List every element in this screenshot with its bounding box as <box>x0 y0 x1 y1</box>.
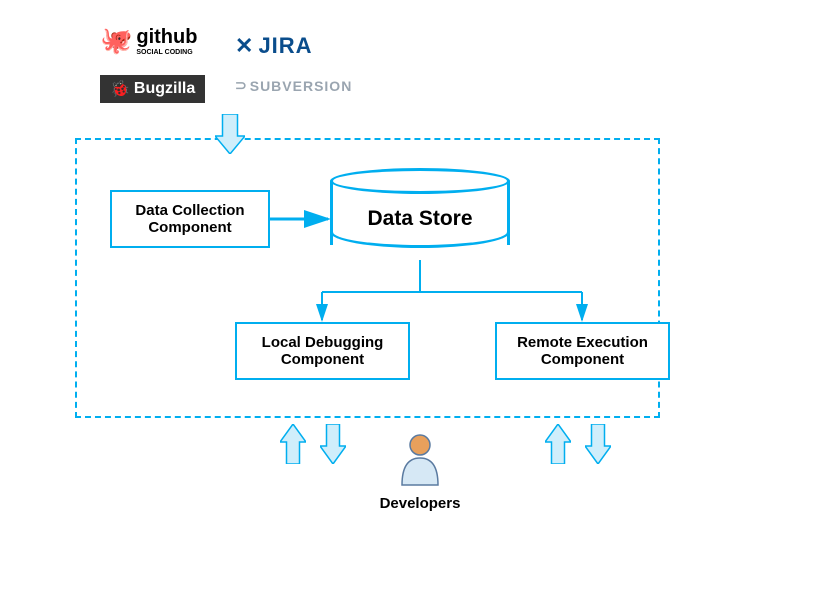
remote-execution-node: Remote ExecutionComponent <box>495 322 670 380</box>
developers-label: Developers <box>360 495 480 512</box>
jira-text: JIRA <box>258 33 312 59</box>
remote_up-arrow <box>545 424 571 464</box>
data-collection-label: Data CollectionComponent <box>135 202 244 236</box>
remote_down-arrow <box>585 424 611 464</box>
data-store-label: Data Store <box>330 207 510 231</box>
subversion-logo: ⊃SUBVERSION <box>235 77 352 94</box>
github-subtext: SOCIAL CODING <box>136 49 197 56</box>
data-collection-node: Data CollectionComponent <box>110 190 270 248</box>
local_up-arrow <box>280 424 306 464</box>
logo-area: 🐙 github SOCIAL CODING ✕JIRA 🐞Bugzilla ⊃… <box>100 25 400 115</box>
cylinder-bottom <box>330 232 510 248</box>
subversion-text: SUBVERSION <box>250 78 353 94</box>
data-store-node: Data Store <box>330 168 510 258</box>
cylinder-top <box>330 168 510 194</box>
local-debugging-node: Local DebuggingComponent <box>235 322 410 380</box>
remote-execution-label: Remote ExecutionComponent <box>517 334 648 368</box>
github-logo: 🐙 github SOCIAL CODING <box>100 25 197 56</box>
logos_down-arrow <box>215 114 245 154</box>
bugzilla-text: Bugzilla <box>134 80 195 98</box>
person-icon <box>390 430 450 490</box>
local_down-arrow <box>320 424 346 464</box>
jira-logo: ✕JIRA <box>235 33 313 59</box>
bugzilla-logo: 🐞Bugzilla <box>100 75 205 103</box>
local-debugging-label: Local DebuggingComponent <box>262 334 384 368</box>
github-text: github <box>136 26 197 48</box>
